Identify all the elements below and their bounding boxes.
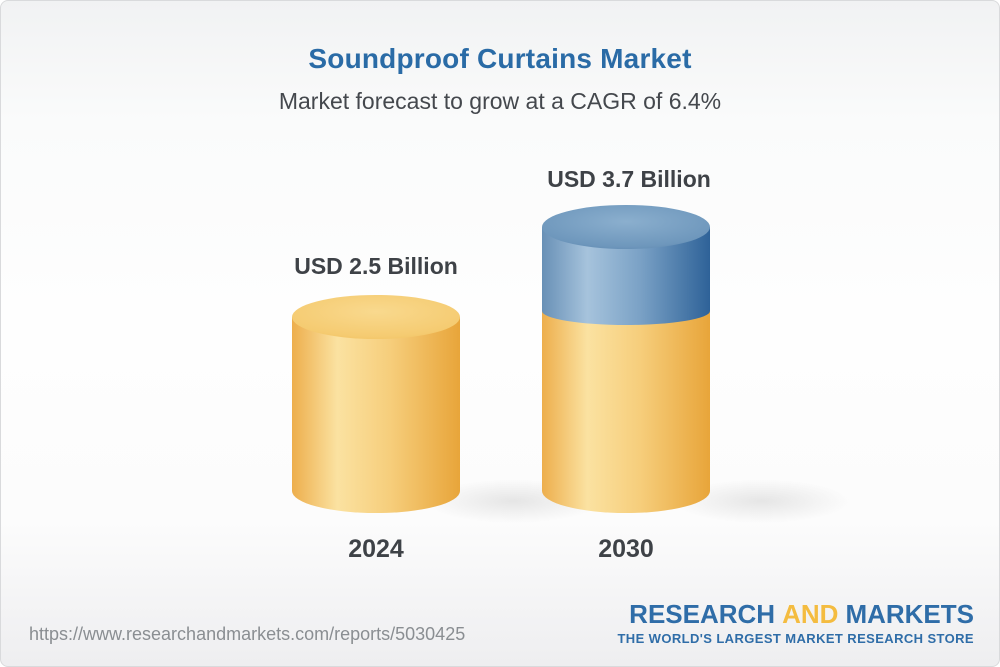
logo-word-and: AND bbox=[782, 599, 839, 629]
value-label-2024: USD 2.5 Billion bbox=[294, 253, 458, 279]
logo-tagline: THE WORLD'S LARGEST MARKET RESEARCH STOR… bbox=[617, 631, 974, 646]
axis-label-2030: 2030 bbox=[598, 535, 654, 563]
bar-2030-cylinder bbox=[542, 205, 710, 513]
company-logo: RESEARCH AND MARKETS THE WORLD'S LARGEST M… bbox=[617, 601, 974, 645]
bar-2024-cylinder bbox=[292, 295, 460, 513]
axis-label-2024: 2024 bbox=[348, 535, 404, 563]
report-url: https://www.researchandmarkets.com/repor… bbox=[29, 624, 466, 644]
logo-word-research: RESEARCH bbox=[629, 599, 776, 629]
chart-subtitle: Market forecast to grow at a CAGR of 6.4… bbox=[278, 88, 722, 114]
logo-word-markets: MARKETS bbox=[845, 599, 974, 629]
value-label-2030: USD 3.7 Billion bbox=[547, 166, 711, 192]
logo-wordmark: RESEARCH AND MARKETS bbox=[617, 601, 974, 627]
chart-title: Soundproof Curtains Market bbox=[308, 43, 692, 74]
